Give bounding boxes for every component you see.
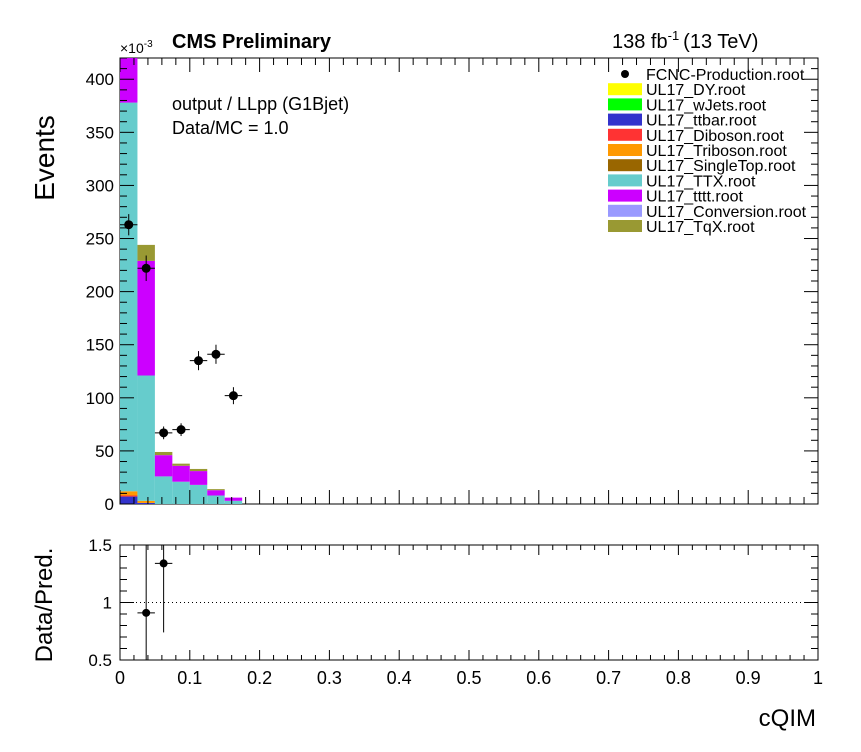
x-tick-label: 0.8 [666, 668, 691, 688]
bar-segment [120, 491, 138, 496]
x-tick-label: 0.5 [456, 668, 481, 688]
stacked-bars [120, 58, 243, 504]
bar-segment [207, 489, 225, 491]
bar-segment [154, 451, 173, 456]
legend-label: UL17_tttt.root [646, 189, 744, 206]
bar-segment [137, 500, 155, 503]
x-tick-label: 0.7 [596, 668, 621, 688]
bar-segment [154, 455, 173, 477]
bar-segment [137, 375, 155, 501]
bar-segment [207, 490, 225, 496]
y-tick-label: 150 [86, 336, 114, 355]
y-axis-title: Events [29, 115, 60, 201]
data-point [228, 391, 238, 401]
bar-segment [120, 495, 138, 497]
bar-segment [120, 58, 138, 103]
legend-label: UL17_ttbar.root [646, 113, 757, 130]
bar-segment [172, 465, 190, 482]
ratio-axes: 0.5 1 1.5 0 0.1 0.2 0.3 0.4 0.5 0.6 0.7 0.8 0.9 1 [88, 536, 823, 688]
legend-swatch [608, 204, 642, 217]
bar-segment [189, 468, 208, 472]
y-tick-label: 300 [86, 176, 114, 195]
y-tick-label: 350 [86, 123, 114, 142]
cms-label: CMS Preliminary [172, 31, 332, 53]
bar-segment [172, 481, 190, 504]
legend-label: UL17_TTX.root [646, 173, 756, 190]
legend-swatch [608, 159, 642, 172]
x-tick-label: 0.1 [177, 668, 202, 688]
region-label: output / LLpp (G1Bjet) [172, 94, 349, 114]
exponent-label: ×10-3 [120, 39, 153, 56]
ratio-points [137, 545, 173, 660]
y-tick-label: 400 [86, 70, 114, 89]
bar-segment [172, 463, 190, 466]
x-tick-label: 0.6 [526, 668, 551, 688]
legend-swatch [608, 220, 642, 232]
y-tick-label: 200 [86, 283, 114, 302]
y-tick-label: 0 [105, 495, 114, 514]
ratio-y-tick-label: 0.5 [88, 651, 112, 670]
bar-segment [120, 102, 138, 492]
data-points [120, 214, 243, 440]
bar-segment [120, 496, 138, 504]
data-mc-label: Data/MC = 1.0 [172, 118, 289, 138]
main-axes: 0 50 100 150 200 250 300 350 400 [86, 57, 819, 514]
x-tick-label: 1 [813, 668, 823, 688]
data-point [159, 428, 169, 438]
ratio-y-tick-label: 1 [103, 594, 112, 613]
bar-segment [207, 495, 225, 504]
legend-swatch [608, 128, 642, 141]
legend-marker [621, 70, 629, 78]
legend-swatch [608, 174, 642, 187]
data-point [141, 263, 151, 273]
legend-swatch [608, 189, 642, 202]
legend-label: UL17_wJets.root [646, 97, 767, 114]
bar-segment [189, 471, 208, 485]
bar-segment [224, 497, 243, 501]
ratio-y-tick-label: 1.5 [88, 536, 112, 555]
y-tick-label: 50 [95, 442, 114, 461]
legend-label: UL17_DY.root [646, 82, 746, 99]
legend-label: FCNC-Production.root [646, 67, 805, 84]
y-tick-label: 250 [86, 230, 114, 249]
y-tick-label: 100 [86, 389, 114, 408]
bar-segment [137, 244, 155, 261]
bar-segment [189, 484, 208, 504]
lumi-label: 138 fb-1 (13 TeV) [612, 28, 758, 53]
x-tick-label: 0.2 [247, 668, 272, 688]
x-tick-label: 0.4 [387, 668, 412, 688]
ratio-y-axis-title: Data/Pred. [31, 548, 58, 663]
x-tick-label: 0.3 [317, 668, 342, 688]
data-point [194, 356, 204, 366]
legend-swatch [608, 144, 642, 156]
x-axis-title: cQIM [759, 705, 816, 732]
legend-swatch [608, 83, 642, 96]
legend-label: UL17_Triboson.root [646, 143, 787, 160]
bar-segment [224, 500, 243, 504]
bar-segment [137, 260, 155, 376]
bar-segment [137, 502, 155, 504]
data-point [211, 349, 221, 359]
legend-label: UL17_Diboson.root [646, 128, 784, 145]
legend-swatch [608, 113, 642, 126]
data-point [124, 220, 134, 230]
legend-label: UL17_SingleTop.root [646, 158, 796, 175]
legend-swatch [608, 98, 642, 111]
x-tick-label: 0 [115, 668, 125, 688]
bar-segment [154, 476, 173, 504]
ratio-point [159, 559, 168, 568]
ratio-point [142, 608, 151, 617]
legend-label: UL17_Conversion.root [646, 204, 807, 221]
legend-label: UL17_TqX.root [646, 219, 755, 236]
x-tick-label: 0.9 [736, 668, 761, 688]
data-point [176, 425, 186, 435]
legend: FCNC-Production.rootUL17_DY.rootUL17_wJe… [608, 67, 807, 236]
